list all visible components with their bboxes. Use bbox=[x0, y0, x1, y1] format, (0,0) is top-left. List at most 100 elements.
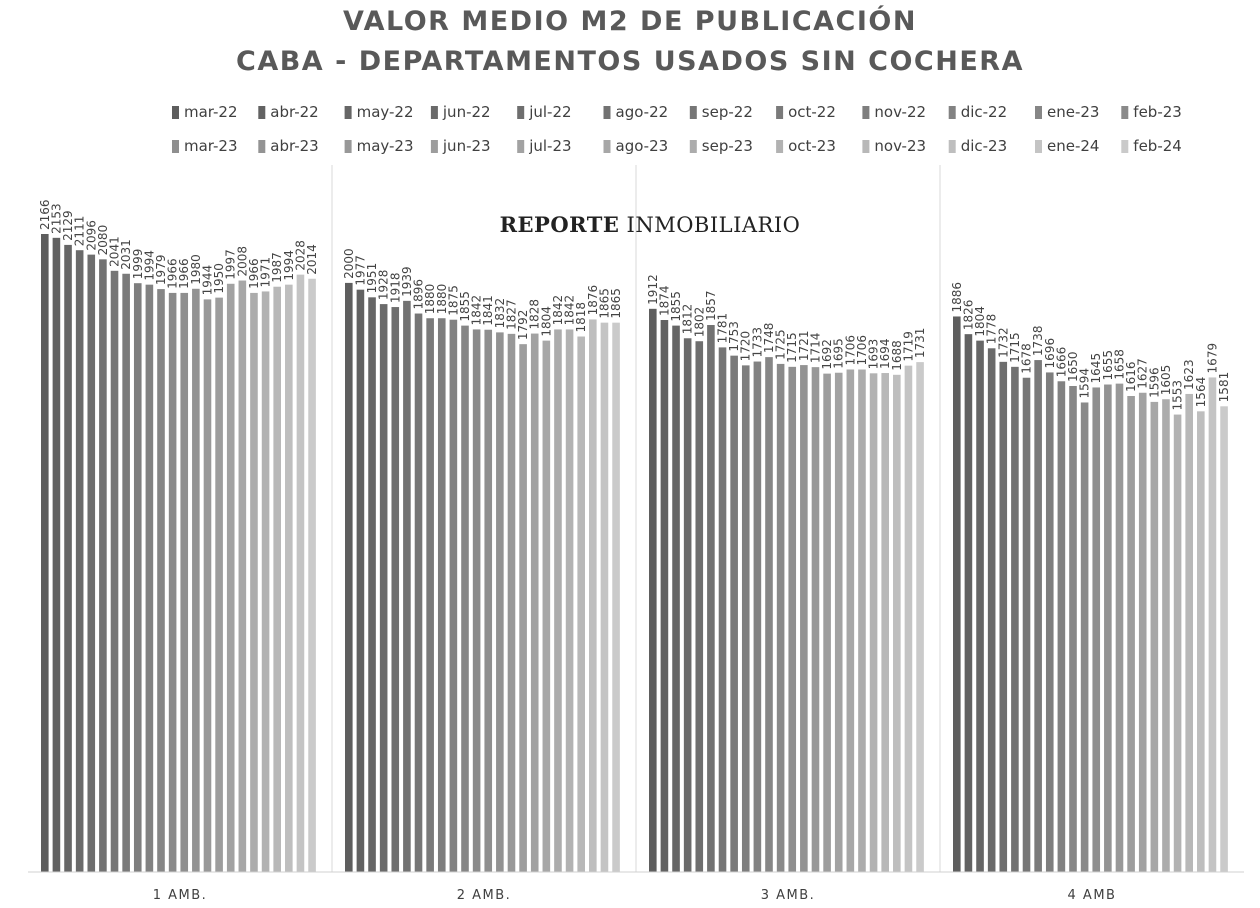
legend-swatch bbox=[172, 140, 179, 153]
data-label: 1594 bbox=[1078, 368, 1092, 399]
data-label: 1804 bbox=[973, 306, 987, 337]
data-label: 1939 bbox=[400, 266, 414, 297]
bar-1-amb-sep-22 bbox=[110, 270, 119, 872]
bar-2-amb-oct-22 bbox=[426, 318, 434, 872]
bar-2-amb-jul-22 bbox=[391, 307, 400, 872]
bar-3-amb-ago-23 bbox=[846, 369, 855, 872]
bar-3-amb-oct-23 bbox=[869, 373, 878, 872]
legend-item-mar-22: mar-22 bbox=[172, 103, 238, 121]
bar-2-amb-feb-24 bbox=[612, 322, 620, 872]
legend-label: dic-23 bbox=[961, 137, 1007, 155]
chart-title-line-1: VALOR MEDIO M2 DE PUBLICACIÓN bbox=[343, 6, 917, 37]
legend-label: mar-22 bbox=[184, 103, 238, 121]
bar-4-amb-feb-24 bbox=[1220, 406, 1228, 872]
data-label: 1753 bbox=[727, 321, 741, 352]
legend-swatch bbox=[430, 140, 438, 153]
legend-label: sep-22 bbox=[702, 103, 753, 121]
data-label: 1865 bbox=[597, 288, 611, 319]
data-label: 1842 bbox=[563, 295, 577, 326]
data-label: 1720 bbox=[739, 331, 753, 362]
legend-swatch bbox=[689, 140, 697, 153]
data-label: 1994 bbox=[142, 250, 156, 281]
data-label: 1865 bbox=[609, 288, 623, 319]
data-label: 1715 bbox=[785, 332, 799, 363]
legend-label: jun-22 bbox=[442, 103, 491, 121]
data-label: 1695 bbox=[832, 338, 846, 369]
bar-4-amb-oct-22 bbox=[1034, 360, 1042, 872]
bar-4-amb-nov-23 bbox=[1185, 393, 1193, 872]
legend-swatch bbox=[948, 106, 956, 119]
bar-1-amb-feb-24 bbox=[308, 278, 316, 872]
bar-3-amb-jul-23 bbox=[834, 372, 843, 872]
legend: mar-22 abr-22 may-22 jun-22 jul-22 ago-22 sep-… bbox=[172, 103, 1182, 155]
data-label: 1880 bbox=[423, 284, 437, 315]
data-label: 2041 bbox=[108, 236, 122, 267]
data-label: 1832 bbox=[493, 298, 507, 329]
bar-1-amb-dic-22 bbox=[145, 284, 154, 872]
legend-item-jun-23: jun-23 bbox=[430, 137, 491, 155]
bar-labels: 2166215321292111209620802041203119991994… bbox=[38, 199, 1231, 410]
data-label: 1987 bbox=[270, 252, 284, 283]
legend-item-ene-23: ene-23 bbox=[1035, 103, 1099, 121]
bar-2-amb-ene-24 bbox=[600, 322, 609, 872]
legend-swatch bbox=[948, 140, 956, 153]
data-label: 1804 bbox=[539, 306, 553, 337]
data-label: 2008 bbox=[235, 246, 249, 277]
bar-4-amb-ene-23 bbox=[1069, 385, 1077, 872]
category-label-3-amb: 3 AMB. bbox=[761, 888, 816, 903]
bar-1-amb-dic-23 bbox=[285, 284, 293, 872]
data-label: 1666 bbox=[1054, 347, 1068, 378]
data-label: 1781 bbox=[716, 313, 730, 344]
data-label: 1950 bbox=[212, 263, 226, 294]
data-label: 1688 bbox=[890, 340, 904, 371]
bar-2-amb-nov-23 bbox=[577, 336, 585, 872]
legend-label: may-22 bbox=[357, 103, 414, 121]
data-label: 1912 bbox=[646, 274, 660, 305]
legend-label: mar-23 bbox=[184, 137, 238, 155]
legend-item-ago-23: ago-23 bbox=[603, 137, 668, 155]
data-label: 1994 bbox=[282, 250, 296, 281]
legend-swatch bbox=[603, 140, 611, 153]
data-label: 1855 bbox=[458, 291, 472, 322]
bar-3-amb-feb-24 bbox=[916, 362, 924, 872]
data-label: 1694 bbox=[878, 338, 892, 369]
bar-4-amb-abr-23 bbox=[1104, 384, 1112, 872]
legend-item-oct-23: oct-23 bbox=[776, 137, 836, 155]
data-label: 1596 bbox=[1147, 367, 1161, 398]
legend-item-jul-22: jul-22 bbox=[517, 103, 572, 121]
data-label: 1874 bbox=[657, 285, 671, 316]
legend-label: feb-23 bbox=[1133, 103, 1182, 121]
bar-1-amb-abr-22 bbox=[52, 237, 61, 872]
bar-3-amb-mar-23 bbox=[788, 366, 797, 872]
bar-4-amb-nov-22 bbox=[1045, 372, 1054, 872]
data-label: 1692 bbox=[820, 339, 834, 370]
data-label: 1812 bbox=[681, 304, 695, 335]
legend-item-abr-23: abr-23 bbox=[258, 137, 319, 155]
legend-label: sep-23 bbox=[702, 137, 753, 155]
bar-3-amb-feb-23 bbox=[776, 363, 785, 872]
bar-4-amb-ene-24 bbox=[1208, 377, 1217, 872]
data-label: 1997 bbox=[224, 249, 238, 280]
data-label: 1918 bbox=[388, 273, 402, 304]
bar-3-amb-ene-23 bbox=[765, 357, 773, 872]
data-label: 2014 bbox=[305, 244, 319, 275]
legend-item-sep-22: sep-22 bbox=[689, 103, 753, 121]
data-label: 2000 bbox=[342, 248, 356, 279]
bar-1-amb-jul-23 bbox=[226, 283, 235, 872]
legend-label: may-23 bbox=[357, 137, 414, 155]
legend-swatch bbox=[344, 140, 352, 153]
legend-swatch bbox=[430, 106, 438, 119]
data-label: 1658 bbox=[1112, 349, 1126, 380]
data-label: 1706 bbox=[843, 335, 857, 366]
bar-3-amb-nov-22 bbox=[741, 365, 750, 872]
category-label-1-amb: 1 AMB. bbox=[153, 888, 208, 903]
data-label: 1977 bbox=[353, 255, 367, 286]
legend-label: ene-24 bbox=[1047, 137, 1099, 155]
bar-1-amb-may-22 bbox=[64, 244, 72, 872]
legend-label: ago-22 bbox=[616, 103, 669, 121]
legend-item-feb-24: feb-24 bbox=[1121, 137, 1182, 155]
bar-3-amb-sep-23 bbox=[858, 369, 866, 872]
bar-1-amb-may-23 bbox=[203, 299, 212, 872]
legend-swatch bbox=[776, 106, 784, 119]
data-label: 1725 bbox=[774, 329, 788, 360]
